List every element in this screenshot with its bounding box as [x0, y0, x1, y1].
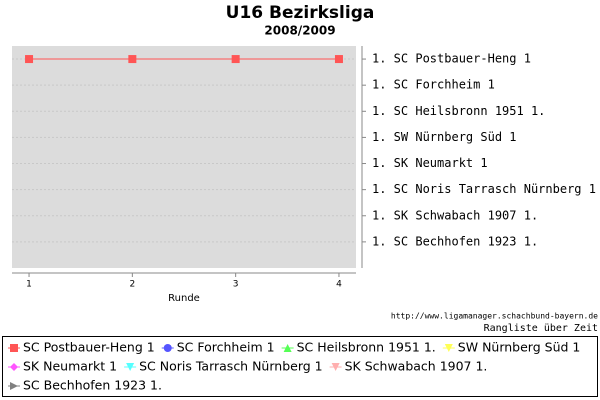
legend-label: SK Schwabach 1907 1. [345, 359, 488, 374]
caption: Rangliste über Zeit [484, 323, 598, 334]
marker [25, 55, 34, 64]
legend-label: SC Bechhofen 1923 1. [23, 378, 162, 393]
legend-marker [283, 344, 292, 352]
legend-marker [126, 363, 135, 371]
plot-area [12, 46, 356, 268]
y-tick-label: 1. SC Bechhofen 1923 1. [372, 234, 538, 248]
legend-marker [10, 382, 18, 390]
y-tick-label: 1. SC Heilsbronn 1951 1. [372, 104, 545, 118]
x-tick-label: 2 [129, 280, 135, 290]
y-tick-label: 1. SK Schwabach 1907 1. [372, 208, 538, 222]
chart-subtitle: 2008/2009 [264, 24, 335, 38]
legend-label: SC Heilsbronn 1951 1. [297, 340, 436, 355]
legend-marker [10, 363, 18, 371]
legend-label: SW Nürnberg Süd 1 [458, 340, 581, 355]
marker [231, 55, 240, 64]
y-tick-label: 1. SC Postbauer-Heng 1 [372, 52, 531, 66]
legend-label: SC Forchheim 1 [177, 340, 275, 355]
x-tick-label: 1 [26, 280, 32, 290]
legend-marker [444, 344, 453, 352]
source-note: http://www.ligamanager.schachbund-bayern… [391, 312, 598, 321]
legend-label: SK Neumarkt 1 [23, 359, 117, 374]
y-tick-label: 1. SW Nürnberg Süd 1 [372, 130, 517, 144]
x-axis-label: Runde [168, 293, 200, 304]
legend-marker [163, 344, 172, 352]
marker [128, 55, 137, 64]
chart-title: U16 Bezirksliga [226, 3, 375, 23]
y-tick-label: 1. SC Forchheim 1 [372, 78, 495, 92]
x-tick-label: 4 [336, 280, 342, 290]
y-tick-label: 1. SK Neumarkt 1 [372, 156, 488, 170]
marker [334, 55, 343, 64]
legend [2, 336, 598, 397]
legend-label: SC Noris Tarrasch Nürnberg 1 [139, 359, 322, 374]
legend-marker [331, 363, 340, 371]
x-tick-label: 3 [233, 280, 239, 290]
y-tick-label: 1. SC Noris Tarrasch Nürnberg 1 [372, 182, 596, 196]
legend-marker [10, 344, 18, 352]
legend-label: SC Postbauer-Heng 1 [23, 340, 155, 355]
